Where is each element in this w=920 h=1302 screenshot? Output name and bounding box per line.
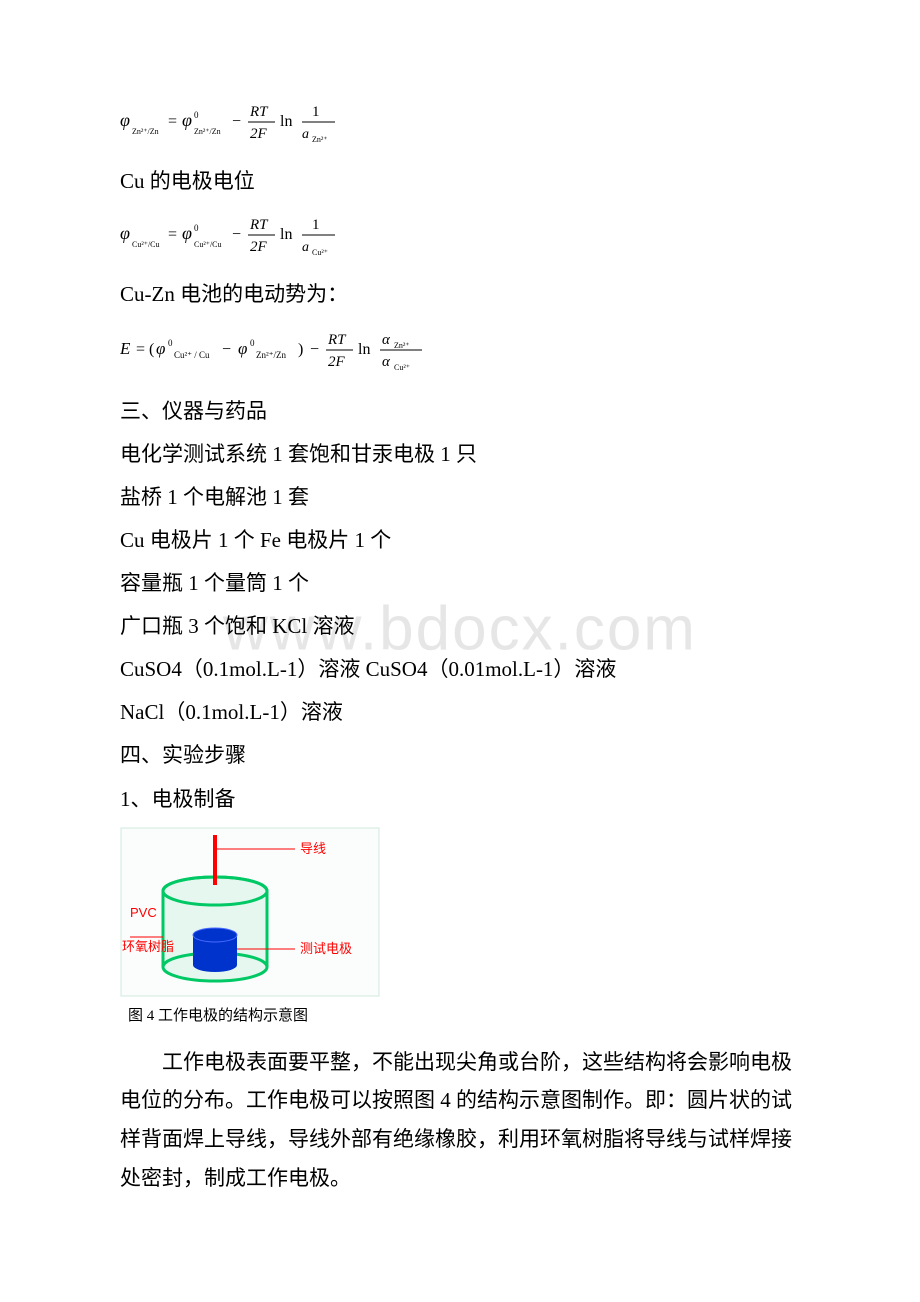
svg-text:2F: 2F: [250, 239, 268, 255]
section-4-title: 四、实验步骤: [120, 734, 800, 777]
svg-text:φ: φ: [156, 339, 165, 358]
svg-text:−: −: [222, 341, 231, 358]
svg-text:= (: = (: [136, 341, 154, 358]
svg-text:RT: RT: [249, 104, 269, 120]
equation-emf: E = ( φ 0 Cu²⁺ / Cu − φ 0 Zn²⁺/Zn ) − RT…: [120, 324, 800, 376]
svg-text:Zn²⁺/Zn: Zn²⁺/Zn: [194, 127, 221, 136]
svg-text:=: =: [168, 226, 177, 243]
svg-text:RT: RT: [249, 217, 269, 233]
svg-text:0: 0: [194, 110, 199, 120]
svg-text:Cu²⁺/Cu: Cu²⁺/Cu: [194, 240, 222, 249]
svg-text:Zn²⁺/Zn: Zn²⁺/Zn: [132, 127, 159, 136]
text-emf-label: Cu-Zn 电池的电动势为：: [120, 273, 800, 316]
svg-text:1: 1: [312, 217, 320, 233]
item-line: 容量瓶 1 个量筒 1 个: [120, 562, 800, 605]
svg-text:RT: RT: [327, 332, 347, 348]
text-cu-potential-label: Cu 的电极电位: [120, 160, 800, 203]
paragraph-electrode-prep: 工作电极表面要平整，不能出现尖角或台阶，这些结构将会影响电极电位的分布。工作电极…: [120, 1043, 800, 1198]
svg-text:α: α: [382, 354, 391, 370]
svg-text:φ: φ: [182, 110, 192, 130]
svg-text:Zn²⁺: Zn²⁺: [312, 135, 328, 144]
label-pvc: PVC: [130, 905, 157, 920]
svg-text:φ: φ: [120, 110, 130, 130]
svg-text:φ: φ: [238, 339, 247, 358]
svg-text:Zn²⁺: Zn²⁺: [394, 341, 410, 350]
svg-text:2F: 2F: [328, 354, 346, 370]
equation-cu-potential: φ Cu²⁺/Cu = φ 0 Cu²⁺/Cu − RT 2F ln 1 a C…: [120, 211, 800, 259]
label-epoxy: 环氧树脂: [122, 939, 174, 954]
document-body: φ Zn²⁺/Zn = φ 0 Zn²⁺/Zn − RT 2F ln 1 a Z…: [120, 98, 800, 1198]
svg-text:ln: ln: [280, 113, 292, 130]
svg-text:1: 1: [312, 104, 320, 120]
section-3-title: 三、仪器与药品: [120, 390, 800, 433]
svg-text:=: =: [168, 113, 177, 130]
svg-text:): ): [298, 341, 303, 358]
item-line: 广口瓶 3 个饱和 KCl 溶液: [120, 605, 800, 648]
svg-text:2F: 2F: [250, 126, 268, 142]
item-line: Cu 电极片 1 个 Fe 电极片 1 个: [120, 519, 800, 562]
svg-text:α: α: [382, 332, 391, 348]
svg-text:Cu²⁺/Cu: Cu²⁺/Cu: [132, 240, 160, 249]
item-line: CuSO4（0.1mol.L-1）溶液 CuSO4（0.01mol.L-1）溶液: [120, 648, 800, 691]
figure-4-caption: 图 4 工作电极的结构示意图: [128, 1004, 800, 1025]
label-wire: 导线: [300, 841, 326, 856]
svg-text:φ: φ: [120, 223, 130, 243]
svg-text:−: −: [232, 226, 241, 243]
svg-text:−: −: [232, 113, 241, 130]
svg-text:0: 0: [194, 223, 199, 233]
svg-text:Cu²⁺: Cu²⁺: [394, 363, 410, 372]
svg-text:Cu²⁺ / Cu: Cu²⁺ / Cu: [174, 350, 210, 360]
svg-text:ln: ln: [358, 341, 370, 358]
equation-zn-potential: φ Zn²⁺/Zn = φ 0 Zn²⁺/Zn − RT 2F ln 1 a Z…: [120, 98, 800, 146]
svg-text:a: a: [302, 127, 309, 142]
svg-text:Zn²⁺/Zn: Zn²⁺/Zn: [256, 350, 286, 360]
item-line: 电化学测试系统 1 套饱和甘汞电极 1 只: [120, 433, 800, 476]
item-line: 盐桥 1 个电解池 1 套: [120, 476, 800, 519]
svg-text:E: E: [120, 339, 131, 358]
svg-text:0: 0: [168, 338, 173, 348]
step-1: 1、电极制备: [120, 778, 800, 821]
item-line: NaCl（0.1mol.L-1）溶液: [120, 691, 800, 734]
svg-text:ln: ln: [280, 226, 292, 243]
svg-text:0: 0: [250, 338, 255, 348]
figure-4-electrode-diagram: 导线 PVC 环氧树脂 测试电极: [120, 827, 800, 1002]
svg-text:Cu²⁺: Cu²⁺: [312, 248, 328, 257]
label-test-electrode: 测试电极: [300, 941, 352, 956]
svg-text:a: a: [302, 240, 309, 255]
svg-text:−: −: [310, 341, 319, 358]
svg-text:φ: φ: [182, 223, 192, 243]
